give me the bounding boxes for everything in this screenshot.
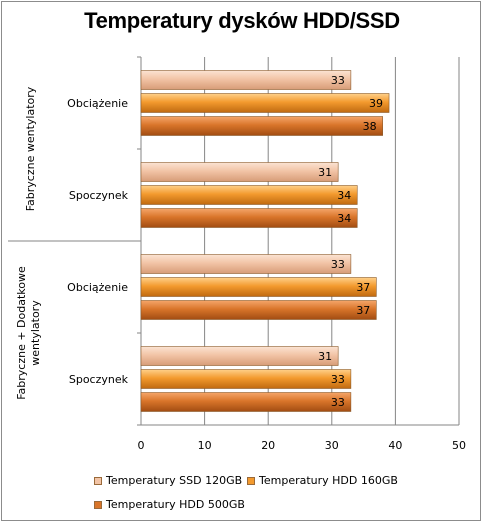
- x-tick-label-50: 50: [452, 439, 466, 452]
- data-label: 34: [337, 212, 351, 225]
- legend-item-hdd-500gb: Temperatury HDD 500GB: [94, 498, 245, 511]
- bar-hdd-500gb: [140, 116, 383, 136]
- data-label: 33: [331, 373, 345, 386]
- data-label: 33: [331, 74, 345, 87]
- category-label: Spoczynek: [69, 189, 129, 202]
- x-tick-label-10: 10: [198, 439, 212, 452]
- data-label: 31: [318, 350, 332, 363]
- category-label: Obciążenie: [67, 281, 128, 294]
- legend-label-hdd-500gb: Temperatury HDD 500GB: [106, 498, 245, 511]
- bar-ssd-120gb: [140, 70, 352, 90]
- data-label: 33: [331, 396, 345, 409]
- legend-item-hdd-160gb: Temperatury HDD 160GB: [247, 474, 398, 487]
- bar-hdd-160gb: [140, 277, 377, 297]
- category-label: Spoczynek: [69, 373, 129, 386]
- bar-hdd-500gb: [140, 300, 377, 320]
- x-tick-label-40: 40: [388, 439, 402, 452]
- data-label: 33: [331, 258, 345, 271]
- bar-hdd-160gb: [140, 369, 352, 389]
- legend-swatch-hdd-160gb: [247, 476, 255, 485]
- bar-ssd-120gb: [140, 162, 339, 182]
- group-label: Fabryczne + Dodatkowe: [15, 266, 28, 400]
- category-label: Obciążenie: [67, 97, 128, 110]
- legend-label-ssd-120gb: Temperatury SSD 120GB: [106, 474, 243, 487]
- x-tick-label-0: 0: [138, 439, 145, 452]
- x-tick-label-20: 20: [261, 439, 275, 452]
- legend-label-hdd-160gb: Temperatury HDD 160GB: [259, 474, 398, 487]
- data-label: 39: [369, 97, 383, 110]
- bar-hdd-500gb: [140, 208, 358, 228]
- group-label: wentylatory: [29, 300, 42, 366]
- bar-ssd-120gb: [140, 254, 352, 274]
- data-label: 31: [318, 166, 332, 179]
- legend-swatch-ssd-120gb: [94, 476, 102, 485]
- bar-ssd-120gb: [140, 346, 339, 366]
- bar-hdd-160gb: [140, 93, 390, 113]
- data-label: 37: [356, 304, 370, 317]
- data-label: 38: [363, 120, 377, 133]
- bar-hdd-160gb: [140, 185, 358, 205]
- chart-title: Temperatury dysków HDD/SSD: [84, 8, 400, 33]
- x-tick-label-30: 30: [325, 439, 339, 452]
- bar-hdd-500gb: [140, 392, 352, 412]
- group-label: Fabryczne wentylatory: [24, 86, 37, 211]
- legend-swatch-hdd-500gb: [94, 500, 102, 509]
- legend-item-ssd-120gb: Temperatury SSD 120GB: [94, 474, 242, 487]
- data-label: 37: [356, 281, 370, 294]
- data-label: 34: [337, 189, 351, 202]
